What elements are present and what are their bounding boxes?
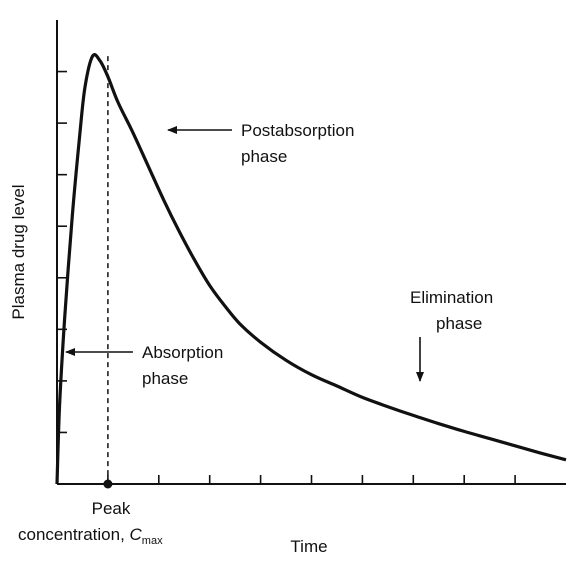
absorption-label-line2: phase	[142, 369, 188, 388]
elimination-label-line2: phase	[436, 314, 482, 333]
concentration-text: concentration,	[18, 525, 130, 544]
peak-marker	[103, 479, 113, 489]
plasma-level-curve	[55, 53, 567, 485]
elimination-label-line1: Elimination	[410, 288, 493, 307]
cmax-subscript: max	[142, 535, 163, 547]
peak-concentration-label: concentration, Cmax	[18, 525, 163, 547]
x-ticks	[107, 475, 516, 484]
postabsorption-label-line1: Postabsorption	[241, 121, 354, 140]
absorption-label-line1: Absorption	[142, 343, 223, 362]
x-axis-label: Time	[290, 537, 327, 556]
postabsorption-label-line2: phase	[241, 147, 287, 166]
cmax-symbol: C	[130, 525, 143, 544]
y-axis-label: Plasma drug level	[9, 184, 28, 319]
peak-label: Peak	[92, 499, 131, 518]
